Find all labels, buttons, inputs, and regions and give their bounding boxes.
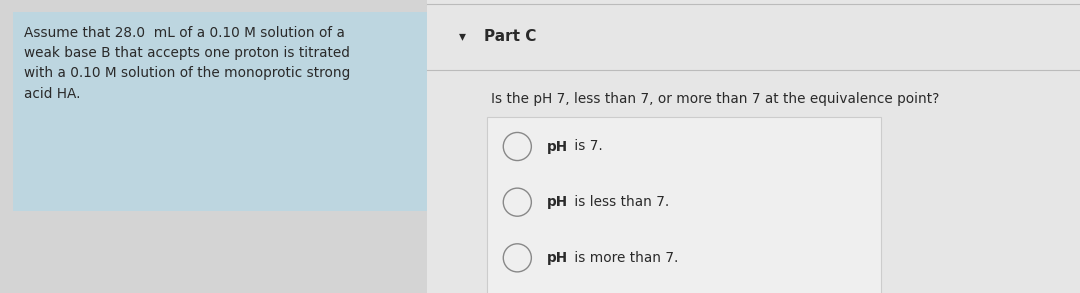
Text: ▾: ▾ bbox=[459, 30, 465, 44]
Text: is more than 7.: is more than 7. bbox=[570, 251, 678, 265]
Text: is less than 7.: is less than 7. bbox=[570, 195, 670, 209]
FancyBboxPatch shape bbox=[427, 0, 1080, 293]
Text: pH: pH bbox=[546, 195, 568, 209]
Text: Part C: Part C bbox=[484, 29, 536, 44]
Text: pH: pH bbox=[546, 139, 568, 154]
Text: pH: pH bbox=[546, 251, 568, 265]
Text: is 7.: is 7. bbox=[570, 139, 603, 154]
Text: Assume that 28.0  mL of a 0.10 M solution of a
weak base B that accepts one prot: Assume that 28.0 mL of a 0.10 M solution… bbox=[24, 26, 350, 100]
FancyBboxPatch shape bbox=[487, 117, 881, 293]
FancyBboxPatch shape bbox=[13, 12, 427, 211]
Text: Is the pH 7, less than 7, or more than 7 at the equivalence point?: Is the pH 7, less than 7, or more than 7… bbox=[491, 92, 940, 106]
